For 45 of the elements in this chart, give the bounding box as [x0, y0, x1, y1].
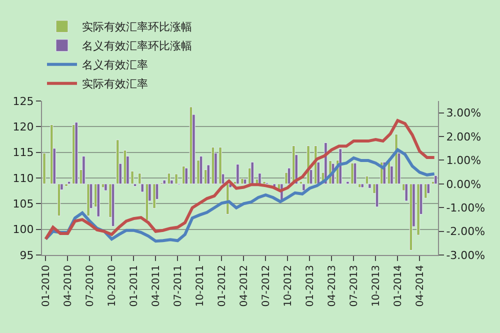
legend-label: 实际有效汇率	[82, 78, 148, 91]
x-tick-label: 07-2010	[84, 265, 96, 307]
x-tick-label: 01-2012	[216, 265, 228, 307]
y-tick-label: 120	[12, 120, 34, 134]
x-tick-label: 10-2013	[370, 265, 382, 307]
y2-tick-label: -1.00%	[446, 201, 486, 214]
x-tick-label: 01-2013	[304, 265, 316, 307]
x-tick-label: 10-2010	[106, 265, 118, 307]
x-tick-label: 07-2013	[348, 265, 360, 307]
x-tick-label: 04-2014	[414, 265, 426, 307]
x-tick-label: 04-2013	[326, 265, 338, 307]
legend-label: 名义有效汇率	[82, 58, 148, 72]
line-series	[44, 119, 436, 241]
x-tick-label: 07-2012	[260, 265, 272, 307]
y2-tick-label: -2.00%	[446, 225, 486, 238]
x-tick-label: 04-2010	[62, 265, 74, 307]
bar	[199, 156, 203, 184]
x-tick-label: 04-2011	[150, 265, 162, 307]
bar	[42, 152, 46, 184]
y2-tick-label: 1.00%	[446, 154, 482, 168]
x-tick-label: 01-2011	[128, 265, 140, 307]
bar	[434, 175, 438, 184]
x-tick-label: 10-2011	[194, 265, 206, 307]
y-tick-label: 105	[12, 198, 34, 211]
x-tick-label: 04-2012	[238, 265, 250, 307]
legend-label: 实际有效汇率环比涨幅	[82, 20, 192, 34]
x-tick-label: 07-2011	[172, 265, 184, 307]
y2-tick-label: -3.00%	[446, 248, 486, 262]
bar	[96, 184, 100, 217]
x-tick-label: 01-2014	[392, 265, 404, 307]
x-tick-label: 01-2010	[40, 265, 52, 307]
y-tick-label: 115	[12, 146, 34, 160]
bar	[353, 162, 357, 184]
y-tick-label: 95	[20, 248, 34, 262]
legend-label: 名义有效汇率环比涨幅	[82, 40, 192, 53]
bar	[74, 122, 78, 184]
y-tick-label: 100	[12, 223, 34, 236]
bar	[250, 162, 254, 184]
y2-tick-label: 3.00%	[446, 106, 482, 120]
bar	[338, 148, 342, 184]
y2-tick-label: 0.00%	[446, 178, 482, 191]
y-tick-label: 125	[12, 94, 34, 108]
x-tick-label: 10-2012	[282, 265, 294, 307]
y-tick-label: 110	[12, 172, 34, 185]
y2-tick-label: 2.00%	[446, 130, 482, 144]
